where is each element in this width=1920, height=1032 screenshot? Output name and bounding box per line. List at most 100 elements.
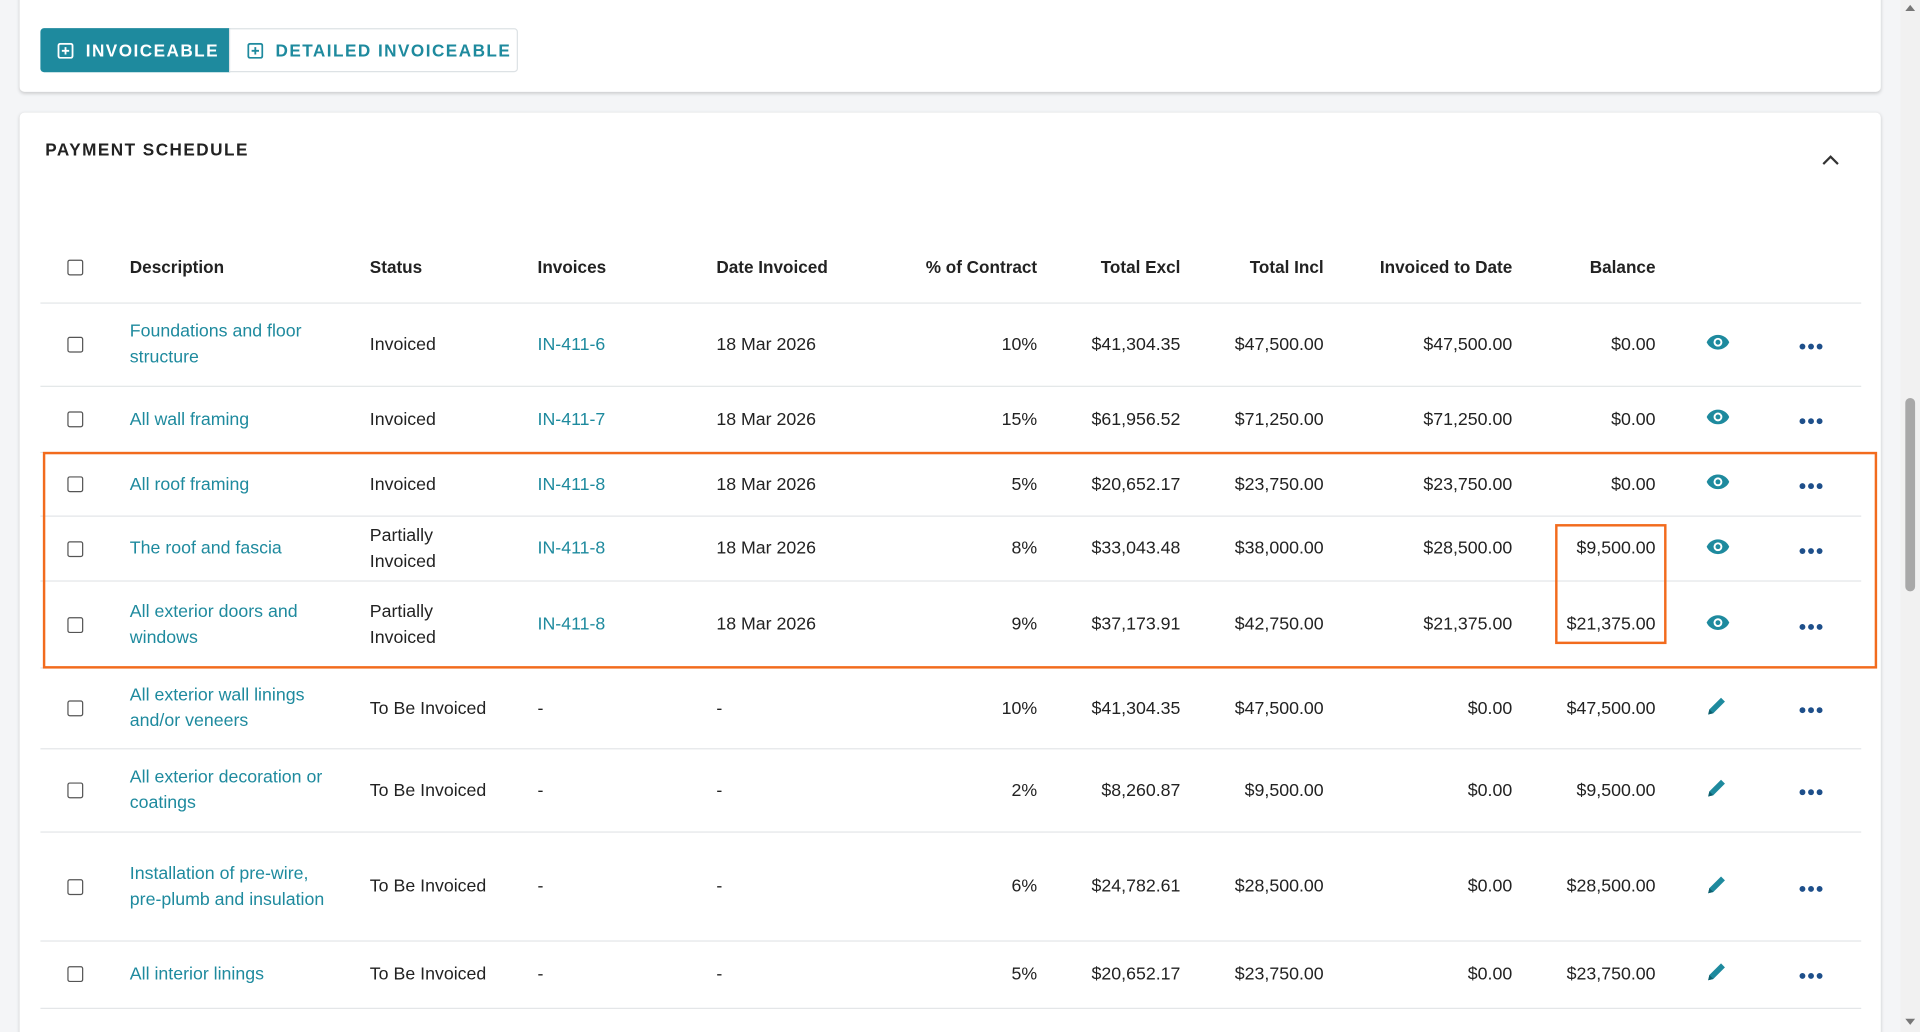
row-checkbox[interactable]: [67, 616, 84, 633]
invoiced-to-date: $0.00: [1467, 698, 1513, 719]
table-row: All exterior doors and windows Partially …: [40, 580, 1862, 668]
invoice[interactable]: IN-411-8: [537, 538, 606, 559]
more-menu[interactable]: [1799, 538, 1823, 560]
table-row: All exterior wall linings and/or veneers…: [40, 667, 1862, 749]
percent-of-contract: 15%: [1001, 409, 1038, 430]
column-header: Status: [369, 257, 423, 277]
status: Partially Invoiced: [369, 601, 436, 648]
table-row: Foundations and floor structure Invoiced I…: [40, 302, 1862, 386]
more-menu[interactable]: [1799, 409, 1823, 431]
date-invoiced: 18 Mar 2026: [716, 538, 817, 559]
total-excl: $8,260.87: [1101, 780, 1181, 801]
description[interactable]: Installation of pre-wire, pre-plumb and …: [129, 863, 325, 910]
view-icon[interactable]: [1706, 408, 1730, 431]
view-icon[interactable]: [1706, 613, 1730, 636]
scrollbar-thumb[interactable]: [1905, 397, 1916, 592]
edit-icon[interactable]: [1706, 777, 1728, 805]
total-excl: $61,956.52: [1091, 409, 1181, 430]
button-label: DETAILED INVOICEABLE: [275, 40, 512, 61]
date-invoiced: 18 Mar 2026: [716, 334, 817, 355]
more-menu[interactable]: [1799, 614, 1823, 636]
percent-of-contract: 10%: [1001, 334, 1038, 355]
row-checkbox[interactable]: [67, 966, 84, 983]
column-header: Invoiced to Date: [1379, 257, 1513, 277]
balance: $0.00: [1611, 409, 1656, 430]
table-row: All wall framing Invoiced IN-411-7 18 Mar 2…: [40, 385, 1862, 453]
date-invoiced: 18 Mar 2026: [716, 409, 817, 430]
status: To Be Invoiced: [369, 964, 487, 984]
column-header: Balance: [1589, 257, 1656, 277]
invoiced-to-date: $0.00: [1467, 964, 1513, 984]
more-menu[interactable]: [1799, 876, 1823, 898]
collapse-chevron[interactable]: [1820, 153, 1842, 168]
edit-icon[interactable]: [1706, 961, 1728, 989]
row-checkbox[interactable]: [67, 878, 84, 895]
status: Partially Invoiced: [369, 525, 436, 572]
description[interactable]: All roof framing: [129, 474, 250, 495]
invoiceable-button[interactable]: INVOICEABLE: [40, 28, 231, 73]
row-checkbox[interactable]: [67, 540, 84, 557]
row-checkbox[interactable]: [67, 476, 84, 493]
view-icon[interactable]: [1706, 334, 1730, 357]
table-row: All roof framing Invoiced IN-411-8 18 Mar 2…: [40, 451, 1862, 517]
total-incl: $71,250.00: [1234, 409, 1324, 430]
total-incl: $47,500.00: [1234, 334, 1324, 355]
percent-of-contract: 10%: [1001, 698, 1038, 719]
percent-of-contract: 6%: [1011, 876, 1038, 897]
description[interactable]: Foundations and floor structure: [129, 322, 302, 368]
total-incl: $47,500.00: [1234, 698, 1324, 719]
row-checkbox[interactable]: [67, 336, 84, 353]
date-invoiced: 18 Mar 2026: [716, 614, 817, 635]
more-menu[interactable]: [1799, 474, 1823, 496]
column-header: Total Excl: [1100, 257, 1181, 277]
invoice[interactable]: IN-411-6: [537, 334, 606, 355]
more-menu[interactable]: [1799, 334, 1823, 356]
table-row: All exterior decoration or coatings To Be…: [40, 748, 1862, 832]
balance: $28,500.00: [1566, 876, 1656, 897]
total-incl: $28,500.00: [1234, 876, 1324, 897]
scroll-down[interactable]: [1904, 1018, 1916, 1028]
invoice[interactable]: IN-411-7: [537, 409, 606, 430]
more-menu[interactable]: [1799, 698, 1823, 720]
description[interactable]: All exterior doors and windows: [129, 601, 298, 648]
select-all-checkbox[interactable]: [67, 259, 84, 276]
edit-icon[interactable]: [1706, 873, 1728, 901]
edit-icon[interactable]: [1706, 695, 1728, 723]
total-excl: $20,652.17: [1091, 964, 1181, 984]
row-checkbox[interactable]: [67, 782, 84, 799]
column-header: Invoices: [537, 257, 607, 277]
row-checkbox[interactable]: [67, 700, 84, 717]
view-icon[interactable]: [1706, 473, 1730, 496]
row-checkbox[interactable]: [67, 411, 84, 428]
more-menu[interactable]: [1799, 964, 1823, 986]
percent-of-contract: 2%: [1011, 780, 1038, 801]
status: Invoiced: [369, 409, 436, 430]
description[interactable]: All exterior decoration or coatings: [129, 767, 323, 814]
invoice[interactable]: IN-411-8: [537, 614, 606, 635]
description[interactable]: The roof and fascia: [129, 538, 282, 559]
description[interactable]: All interior linings: [129, 964, 265, 984]
description[interactable]: All wall framing: [129, 409, 250, 430]
percent-of-contract: 5%: [1011, 474, 1038, 495]
date-invoiced: -: [716, 964, 723, 984]
invoice: -: [537, 698, 544, 719]
detailed-invoiceable-button[interactable]: DETAILED INVOICEABLE: [228, 28, 518, 73]
scroll-up[interactable]: [1904, 2, 1916, 12]
total-excl: $33,043.48: [1091, 538, 1181, 559]
view-icon[interactable]: [1706, 538, 1730, 561]
invoice: -: [537, 780, 544, 801]
column-header: Total Incl: [1249, 257, 1324, 277]
description[interactable]: All exterior wall linings and/or veneers: [129, 685, 305, 732]
balance: $0.00: [1611, 334, 1656, 355]
table-row: All interior linings To Be Invoiced - - 5% $2…: [40, 940, 1862, 1009]
invoice: -: [537, 964, 544, 984]
scrollbar[interactable]: [1900, 0, 1920, 1032]
total-excl: $37,173.91: [1091, 614, 1181, 635]
invoice[interactable]: IN-411-8: [537, 474, 606, 495]
table-row: The roof and fascia Partially Invoiced IN-…: [40, 515, 1862, 582]
invoiced-to-date: $0.00: [1467, 876, 1513, 897]
more-menu[interactable]: [1799, 780, 1823, 802]
percent-of-contract: 9%: [1011, 614, 1038, 635]
